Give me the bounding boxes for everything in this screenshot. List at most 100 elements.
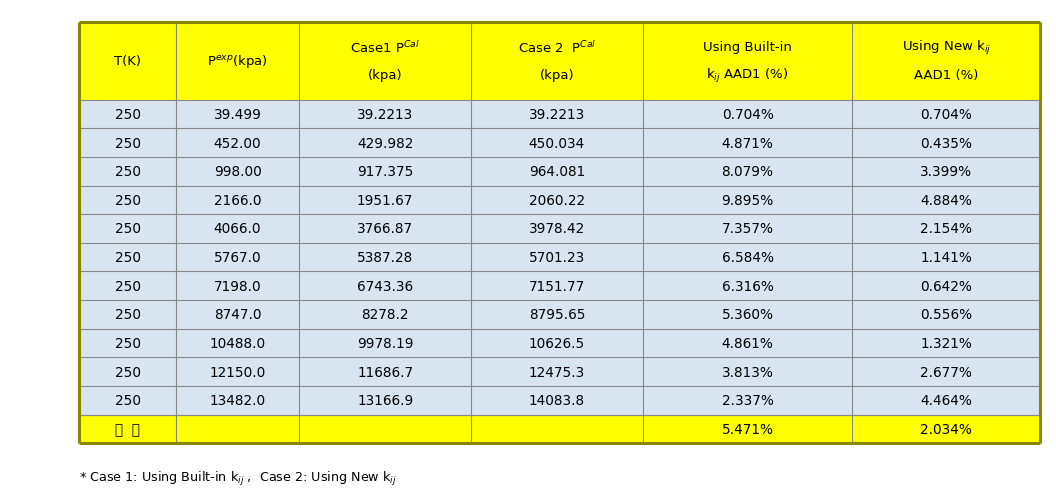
Text: 12150.0: 12150.0 [209,365,266,379]
Text: 4.464%: 4.464% [920,393,973,407]
Bar [299,186,471,215]
Text: 14083.8: 14083.8 [529,393,585,407]
Bar [471,415,643,443]
Bar [176,215,299,243]
Text: P$^{exp}$(kpa): P$^{exp}$(kpa) [207,53,268,70]
Text: 429.982: 429.982 [357,136,413,150]
Bar [643,100,852,129]
Text: 6.316%: 6.316% [721,279,773,293]
Bar [79,157,176,186]
Bar [176,272,299,301]
Text: Case1 P$^{Cal}$: Case1 P$^{Cal}$ [351,40,420,56]
Text: Using New k$_{ij}$: Using New k$_{ij}$ [902,39,991,57]
Bar [471,272,643,301]
Bar [471,329,643,358]
Bar [79,329,176,358]
Text: (kpa): (kpa) [540,69,574,82]
Bar [643,272,852,301]
Text: 452.00: 452.00 [213,136,262,150]
Bar [79,415,176,443]
Bar [643,329,852,358]
Text: 450.034: 450.034 [529,136,585,150]
Text: 8.079%: 8.079% [721,165,774,179]
Bar [176,358,299,386]
Text: 2.677%: 2.677% [920,365,973,379]
Text: 9.895%: 9.895% [721,193,774,207]
Text: 0.556%: 0.556% [920,308,973,322]
Bar [79,23,176,100]
Bar [471,243,643,272]
Text: 3766.87: 3766.87 [357,222,413,236]
Bar [643,215,852,243]
Text: 5387.28: 5387.28 [357,250,413,265]
Bar [852,272,1040,301]
Text: (kpa): (kpa) [367,69,402,82]
Bar [471,100,643,129]
Text: 5701.23: 5701.23 [529,250,585,265]
Bar [852,186,1040,215]
Text: 10488.0: 10488.0 [209,336,266,350]
Bar [299,358,471,386]
Bar [852,243,1040,272]
Bar [643,23,852,100]
Text: 12475.3: 12475.3 [529,365,585,379]
Text: 7.357%: 7.357% [721,222,774,236]
Text: 250: 250 [114,136,140,150]
Text: 11686.7: 11686.7 [357,365,413,379]
Bar [299,272,471,301]
Text: 2060.22: 2060.22 [529,193,585,207]
Text: 9978.19: 9978.19 [357,336,414,350]
Text: 6743.36: 6743.36 [357,279,413,293]
Text: 1.321%: 1.321% [920,336,973,350]
Bar [852,23,1040,100]
Bar [471,386,643,415]
Text: 1.141%: 1.141% [920,250,973,265]
Bar [79,386,176,415]
Bar [852,129,1040,157]
Bar [299,301,471,329]
Bar [299,386,471,415]
Bar [852,301,1040,329]
Bar [299,23,471,100]
Text: 7151.77: 7151.77 [529,279,585,293]
Text: k$_{ij}$ AAD1 (%): k$_{ij}$ AAD1 (%) [706,67,789,85]
Bar [643,186,852,215]
Bar [643,157,852,186]
Bar [852,329,1040,358]
Bar [79,272,176,301]
Text: 13166.9: 13166.9 [357,393,413,407]
Bar [176,129,299,157]
Text: 3.813%: 3.813% [721,365,773,379]
Bar [176,243,299,272]
Bar [471,358,643,386]
Bar [471,301,643,329]
Text: 4.871%: 4.871% [721,136,773,150]
Bar [643,243,852,272]
Text: 917.375: 917.375 [357,165,413,179]
Text: 10626.5: 10626.5 [529,336,585,350]
Text: 2166.0: 2166.0 [213,193,261,207]
Bar [79,358,176,386]
Text: 250: 250 [114,108,140,122]
Bar [643,415,852,443]
Text: 4066.0: 4066.0 [213,222,261,236]
Bar [79,301,176,329]
Text: 2.034%: 2.034% [920,422,973,436]
Bar [79,129,176,157]
Text: 2.337%: 2.337% [721,393,773,407]
Bar [176,23,299,100]
Text: 5.360%: 5.360% [721,308,774,322]
Text: 1951.67: 1951.67 [357,193,413,207]
Bar [471,186,643,215]
Text: 0.704%: 0.704% [920,108,973,122]
Text: 5.471%: 5.471% [721,422,774,436]
Text: 13482.0: 13482.0 [209,393,266,407]
Bar [299,157,471,186]
Text: 250: 250 [114,393,140,407]
Text: 평  균: 평 균 [115,422,140,436]
Bar [176,329,299,358]
Bar [852,415,1040,443]
Bar [299,129,471,157]
Text: 3.399%: 3.399% [920,165,973,179]
Text: * Case 1: Using Built-in k$_{ij}$ ,  Case 2: Using New k$_{ij}$: * Case 1: Using Built-in k$_{ij}$ , Case… [79,469,397,487]
